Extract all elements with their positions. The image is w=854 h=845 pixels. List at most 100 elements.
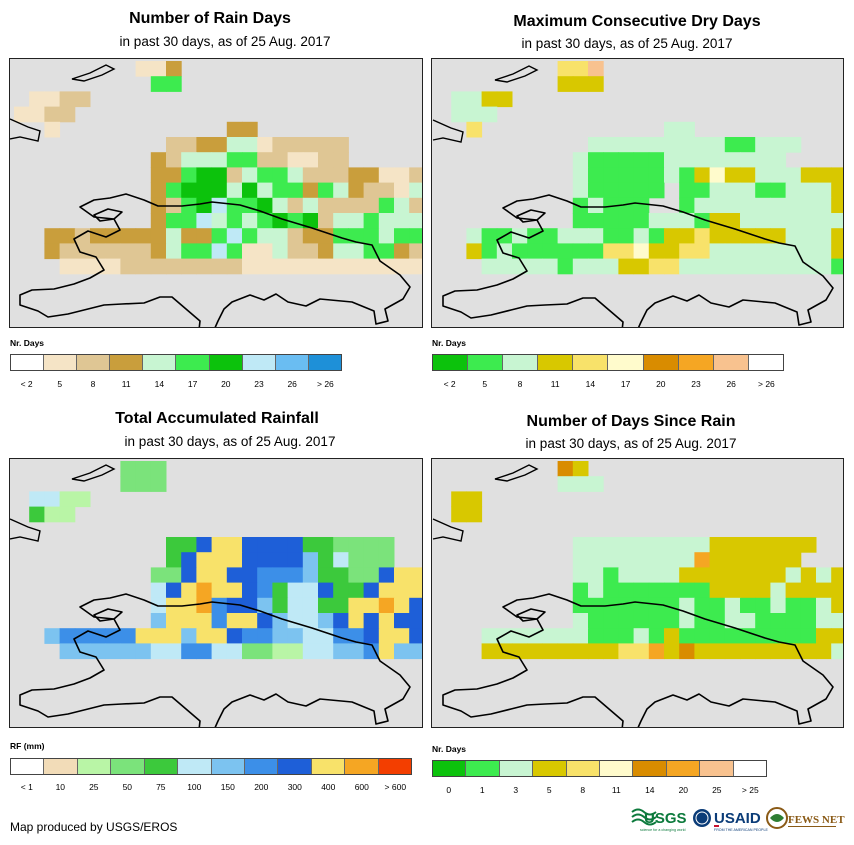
map-cell — [588, 61, 604, 77]
map-cell — [724, 582, 741, 599]
map-cell — [679, 121, 695, 138]
map-cell — [755, 167, 771, 184]
map-cell — [135, 643, 152, 660]
map-cell — [378, 213, 395, 229]
map-cell — [348, 537, 365, 553]
map-cell — [394, 258, 410, 275]
map-cell — [135, 628, 152, 644]
map-cell — [603, 582, 619, 599]
panel-2-legend-bar — [432, 354, 784, 371]
legend-label: 0 — [446, 785, 452, 795]
legend-label: 10 — [55, 782, 66, 792]
map-cell — [318, 537, 334, 553]
map-cell — [287, 152, 304, 168]
map-cell — [816, 182, 832, 199]
map-cell — [664, 537, 680, 553]
map-cell — [800, 213, 817, 229]
legend-label: 8 — [90, 379, 96, 389]
map-cell — [664, 567, 680, 584]
map-cell — [709, 537, 726, 553]
map-cell — [272, 243, 289, 260]
map-cell — [318, 258, 334, 275]
map-cell — [633, 613, 650, 629]
map-cell — [211, 243, 228, 260]
map-cell — [318, 137, 334, 153]
map-cell — [709, 152, 726, 168]
map-cell — [242, 228, 258, 244]
map-cell — [409, 582, 422, 599]
map-cell — [664, 137, 680, 153]
svg-text:USAID: USAID — [714, 810, 761, 827]
map-cell — [302, 613, 319, 629]
map-cell — [242, 137, 258, 153]
map-canvas — [432, 461, 843, 727]
map-cell — [44, 91, 61, 108]
map-cell — [664, 243, 680, 260]
map-cell — [679, 197, 695, 214]
map-cell — [785, 613, 802, 629]
map-cell — [211, 167, 228, 184]
map-cell — [166, 213, 182, 229]
map-cell — [257, 582, 273, 599]
map-cell — [318, 613, 334, 629]
map-cell — [257, 643, 273, 660]
map-cell — [603, 613, 619, 629]
map-cell — [333, 243, 349, 260]
map-cell — [755, 552, 771, 568]
map-cell — [59, 643, 76, 660]
coastline-cuba — [432, 119, 464, 143]
map-cell — [363, 167, 380, 184]
legend-swatch — [466, 761, 500, 776]
map-cell — [196, 137, 213, 153]
map-cell — [557, 258, 574, 275]
legend-swatch — [499, 761, 534, 776]
map-cell — [150, 613, 167, 629]
map-cell — [603, 152, 619, 168]
map-cell — [618, 582, 635, 599]
map-cell — [770, 613, 787, 629]
map-cell — [709, 197, 726, 214]
panel-2-subtitle: in past 30 days, as of 25 Aug. 2017 — [521, 36, 733, 51]
map-cell — [648, 167, 665, 184]
map-cell — [378, 628, 395, 644]
map-cell — [770, 567, 787, 584]
map-cell — [59, 91, 76, 108]
map-cell — [633, 643, 650, 660]
map-cell — [120, 243, 137, 260]
map-cell — [755, 628, 771, 644]
map-cell — [633, 597, 650, 614]
map-cell — [150, 228, 167, 244]
panel-1-subtitle: in past 30 days, as of 25 Aug. 2017 — [119, 34, 331, 49]
map-cell — [196, 243, 213, 260]
panel-1-title: Number of Rain Days — [129, 10, 291, 27]
map-cell — [618, 613, 635, 629]
map-cell — [211, 197, 228, 214]
map-cell — [181, 167, 197, 184]
map-cell — [572, 258, 589, 275]
map-cell — [770, 552, 787, 568]
map-cell — [74, 243, 91, 260]
map-cell — [603, 243, 619, 260]
map-cell — [318, 643, 334, 660]
map-cell — [618, 643, 635, 660]
map-cell — [226, 152, 243, 168]
map-cell — [679, 628, 695, 644]
map-cell — [181, 243, 197, 260]
map-cell — [588, 613, 604, 629]
map-cell — [466, 106, 483, 123]
map-cell — [740, 137, 756, 153]
map-cell — [44, 491, 61, 508]
map-cell — [166, 61, 182, 77]
svg-text:FROM THE AMERICAN PEOPLE: FROM THE AMERICAN PEOPLE — [714, 828, 768, 832]
map-cell — [755, 597, 771, 614]
map-cell — [800, 643, 817, 660]
coastline-path — [93, 208, 123, 222]
map-cell — [211, 213, 228, 229]
map-cell — [318, 552, 334, 568]
map-cell — [242, 243, 258, 260]
map-cell — [363, 228, 380, 244]
map-cell — [740, 567, 756, 584]
map-cell — [363, 582, 380, 599]
legend-label: 20 — [656, 379, 666, 389]
map-cell — [242, 167, 258, 184]
